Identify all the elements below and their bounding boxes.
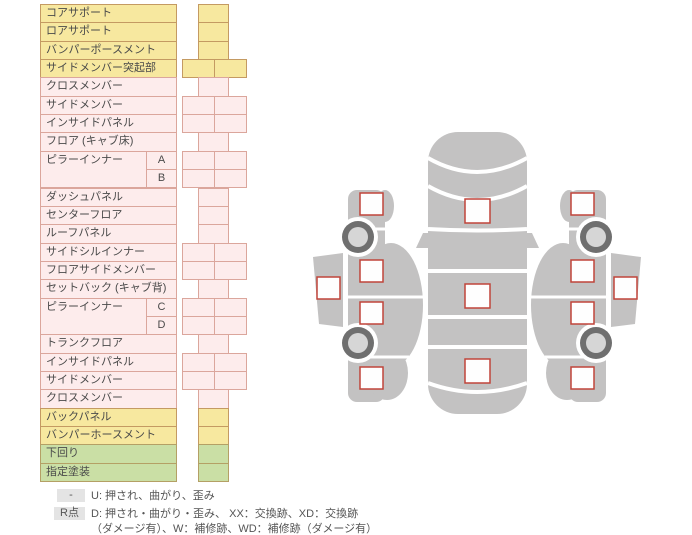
part-name-cell: 下回り bbox=[40, 444, 177, 464]
legend-badge-dash: - bbox=[57, 489, 85, 502]
part-name-cell: ピラーインナー bbox=[40, 150, 147, 189]
wheel-icon bbox=[338, 217, 378, 257]
part-name-cell: コアサポート bbox=[40, 4, 177, 24]
check-cell[interactable] bbox=[198, 4, 229, 24]
check-cell[interactable] bbox=[182, 371, 215, 391]
part-name-cell: インサイドパネル bbox=[40, 114, 177, 134]
part-name-cell: ダッシュパネル bbox=[40, 187, 177, 207]
check-cell[interactable] bbox=[198, 77, 229, 97]
damage-check-marker-right-door[interactable] bbox=[613, 276, 638, 300]
pillar-sub-label: B bbox=[146, 169, 177, 189]
check-cell[interactable] bbox=[214, 114, 247, 134]
part-name-cell: サイドメンバー bbox=[40, 371, 177, 391]
wheel-icon bbox=[338, 323, 378, 363]
part-name-cell: センターフロア bbox=[40, 205, 177, 226]
damage-check-marker-left-front-pillar[interactable] bbox=[359, 259, 384, 283]
check-cell[interactable] bbox=[182, 315, 215, 336]
part-name-cell: サイドメンバー突起部 bbox=[40, 59, 177, 79]
check-cell[interactable] bbox=[182, 297, 215, 317]
damage-check-marker-top-roof[interactable] bbox=[464, 283, 491, 309]
check-cell[interactable] bbox=[198, 426, 229, 446]
pillar-sub-label: D bbox=[146, 315, 177, 336]
part-name-cell: セットバック (キャブ背) bbox=[40, 279, 177, 299]
check-cell[interactable] bbox=[214, 352, 247, 372]
check-cell[interactable] bbox=[182, 150, 215, 171]
right-mirror-icon bbox=[527, 233, 539, 248]
part-name-cell: バックパネル bbox=[40, 407, 177, 428]
check-cell[interactable] bbox=[214, 242, 247, 262]
part-name-cell: フロア (キャブ床) bbox=[40, 132, 177, 152]
check-cell[interactable] bbox=[198, 224, 229, 244]
check-cell[interactable] bbox=[182, 242, 215, 262]
check-cell[interactable] bbox=[198, 462, 229, 483]
pillar-sub-label: C bbox=[146, 297, 177, 317]
parts-check-table: コアサポート ロアサポート バンパーポースメント サイドメンバー突起部 クロスメンバーサ… bbox=[40, 4, 248, 483]
damage-check-marker-top-hood[interactable] bbox=[464, 198, 491, 224]
check-cell[interactable] bbox=[198, 132, 229, 152]
check-cell[interactable] bbox=[182, 169, 215, 189]
check-cell[interactable] bbox=[214, 260, 247, 281]
check-cell[interactable] bbox=[198, 407, 229, 428]
wheel-icon bbox=[576, 217, 616, 257]
legend-row-u: - U: 押され、曲がり、歪み bbox=[47, 489, 377, 504]
check-cell[interactable] bbox=[198, 444, 229, 464]
damage-check-marker-right-front-pillar[interactable] bbox=[570, 259, 595, 283]
check-cell[interactable] bbox=[182, 260, 215, 281]
damage-check-marker-right-front-fender[interactable] bbox=[570, 192, 595, 216]
check-cell[interactable] bbox=[182, 95, 215, 116]
check-cell[interactable] bbox=[182, 59, 215, 79]
part-name-cell: サイドメンバー bbox=[40, 95, 177, 116]
legend-badge-rten: R点 bbox=[54, 507, 85, 520]
part-name-cell: 指定塗装 bbox=[40, 462, 177, 483]
check-cell[interactable] bbox=[214, 297, 247, 317]
part-name-cell: フロアサイドメンバー bbox=[40, 260, 177, 281]
part-name-cell: バンパーホースメント bbox=[40, 426, 177, 446]
check-cell[interactable] bbox=[198, 40, 229, 61]
left-mirror-icon bbox=[416, 233, 428, 248]
part-name-cell: バンパーポースメント bbox=[40, 40, 177, 61]
damage-check-marker-left-front-fender[interactable] bbox=[359, 192, 384, 216]
part-name-cell: クロスメンバー bbox=[40, 389, 177, 409]
check-cell[interactable] bbox=[214, 315, 247, 336]
damage-check-marker-left-rear-fender[interactable] bbox=[359, 366, 384, 390]
check-cell[interactable] bbox=[198, 279, 229, 299]
wheel-icon bbox=[576, 323, 616, 363]
legend-text-u: U: 押され、曲がり、歪み bbox=[91, 490, 215, 502]
check-cell[interactable] bbox=[182, 114, 215, 134]
check-cell[interactable] bbox=[214, 95, 247, 116]
check-cell[interactable] bbox=[198, 187, 229, 207]
pillar-sub-label: A bbox=[146, 150, 177, 171]
legend-row-rten: R点 D: 押され・曲がり・歪み、 XX：交換跡、XD：交換跡 （ダメージ有）、… bbox=[47, 507, 377, 535]
check-cell[interactable] bbox=[182, 352, 215, 372]
part-name-cell: ロアサポート bbox=[40, 22, 177, 42]
damage-check-marker-right-rear-fender[interactable] bbox=[570, 366, 595, 390]
check-cell[interactable] bbox=[198, 205, 229, 226]
check-cell[interactable] bbox=[198, 389, 229, 409]
check-cell[interactable] bbox=[214, 371, 247, 391]
legend: - U: 押され、曲がり、歪み R点 D: 押され・曲がり・歪み、 XX：交換跡… bbox=[47, 489, 377, 535]
part-name-cell: インサイドパネル bbox=[40, 352, 177, 372]
check-cell[interactable] bbox=[214, 59, 247, 79]
part-name-cell: ルーフパネル bbox=[40, 224, 177, 244]
damage-check-marker-left-door[interactable] bbox=[316, 276, 341, 300]
check-cell[interactable] bbox=[214, 150, 247, 171]
part-name-cell: クロスメンバー bbox=[40, 77, 177, 97]
car-damage-diagram bbox=[311, 132, 643, 414]
check-cell[interactable] bbox=[198, 334, 229, 354]
legend-text-rten: D: 押され・曲がり・歪み、 XX：交換跡、XD：交換跡 （ダメージ有）、W：補… bbox=[91, 508, 378, 535]
part-name-cell: トランクフロア bbox=[40, 334, 177, 354]
check-cell[interactable] bbox=[198, 22, 229, 42]
part-name-cell: サイドシルインナー bbox=[40, 242, 177, 262]
damage-check-marker-right-center-pillar[interactable] bbox=[570, 301, 595, 325]
part-name-cell: ピラーインナー bbox=[40, 297, 147, 336]
damage-check-marker-left-center-pillar[interactable] bbox=[359, 301, 384, 325]
damage-check-marker-top-rear[interactable] bbox=[464, 358, 491, 384]
check-cell[interactable] bbox=[214, 169, 247, 189]
